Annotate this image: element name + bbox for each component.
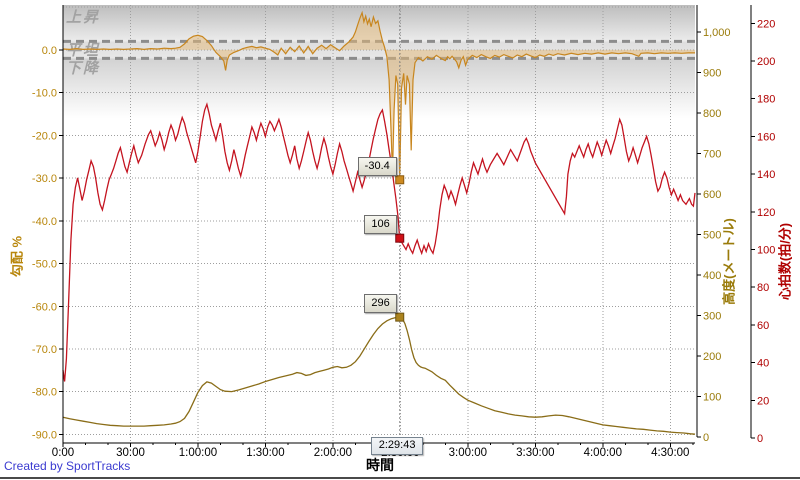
elevation-tick-label: 200 [703, 351, 721, 363]
elevation-tick-label: 700 [703, 149, 721, 161]
gradient-tick-label: -60.0 [32, 301, 57, 313]
gradient-tick-label: -70.0 [32, 344, 57, 356]
x-tick-label: 1:30:00 [246, 447, 284, 459]
heart-rate-tick-label: 200 [757, 56, 775, 68]
heart-rate-tick-label: 80 [757, 282, 769, 294]
heart-rate-tick-label: 180 [757, 94, 775, 106]
gradient-tick-label: -20.0 [32, 130, 57, 142]
x-tick-label: 3:30:00 [516, 447, 554, 459]
heart-rate-axis-title: 心拍数(拍/分) [777, 222, 793, 301]
x-tick-label: 30:00 [116, 447, 145, 459]
cursor-marker-heart_rate [395, 233, 405, 243]
elevation-tick-label: 600 [703, 189, 721, 201]
cursor-value-heart-rate: 106 [364, 215, 397, 235]
heart-rate-tick-label: 160 [757, 131, 775, 143]
elevation-tick-label: 1,000 [703, 27, 731, 39]
x-tick-label: 4:00:00 [584, 447, 622, 459]
gradient-tick-label: -10.0 [32, 88, 57, 100]
cursor-value-elevation: 296 [364, 294, 397, 314]
gradient-tick-label: -90.0 [32, 429, 57, 441]
zone-descent-bg [63, 58, 695, 119]
zone-label-flat: 平坦 [66, 42, 100, 59]
gradient-line [62, 10, 695, 180]
elevation-tick-label: 800 [703, 108, 721, 120]
elevation-tick-label: 100 [703, 392, 721, 404]
gradient-tick-label: -30.0 [32, 173, 57, 185]
gradient-tick-label: -50.0 [32, 259, 57, 271]
cursor-time-box[interactable]: 2:29:43 [370, 437, 424, 455]
heart-rate-tick-label: 120 [757, 207, 775, 219]
elevation-tick-label: 500 [703, 230, 721, 242]
x-tick-label: 3:00:00 [449, 447, 487, 459]
cursor-value-gradient: -30.4 [357, 156, 397, 176]
elevation-tick-label: 400 [703, 270, 721, 282]
zone-label-descent: 下降 [66, 60, 100, 77]
x-tick-label: 1:00:00 [179, 447, 217, 459]
heart-rate-tick-label: 0 [757, 433, 763, 445]
gradient-tick-label: -80.0 [32, 387, 57, 399]
heart-rate-tick-label: 20 [757, 395, 769, 407]
heart-rate-tick-label: 100 [757, 244, 775, 256]
elevation-tick-label: 0 [703, 432, 709, 444]
gradient-tick-label: 0.0 [42, 45, 57, 57]
x-tick-label: 2:00:00 [314, 447, 352, 459]
gradient-area [63, 12, 695, 180]
x-tick-label: 0:00 [52, 447, 74, 459]
heart-rate-tick-label: 220 [757, 18, 775, 30]
heart-rate-tick-label: 60 [757, 320, 769, 332]
heart-rate-tick-label: 40 [757, 358, 769, 370]
credit-link[interactable]: Created by SportTracks [4, 459, 131, 473]
cursor-marker-gradient [395, 175, 405, 185]
gradient-tick-label: -40.0 [32, 216, 57, 228]
elevation-tick-label: 900 [703, 68, 721, 80]
elevation-tick-label: 300 [703, 311, 721, 323]
gradient-axis-title: 勾配 % [9, 235, 25, 278]
elevation-line [62, 316, 696, 435]
window-bottom-edge [0, 477, 800, 479]
cursor-marker-elevation [395, 312, 405, 322]
zone-label-ascent: 上昇 [66, 9, 100, 26]
heart-rate-tick-label: 140 [757, 169, 775, 181]
heart-rate-line [62, 102, 696, 382]
elevation-axis-title: 高度(メートル) [721, 218, 737, 305]
x-axis-title: 時間 [366, 457, 394, 473]
x-tick-label: 4:30:00 [651, 447, 689, 459]
